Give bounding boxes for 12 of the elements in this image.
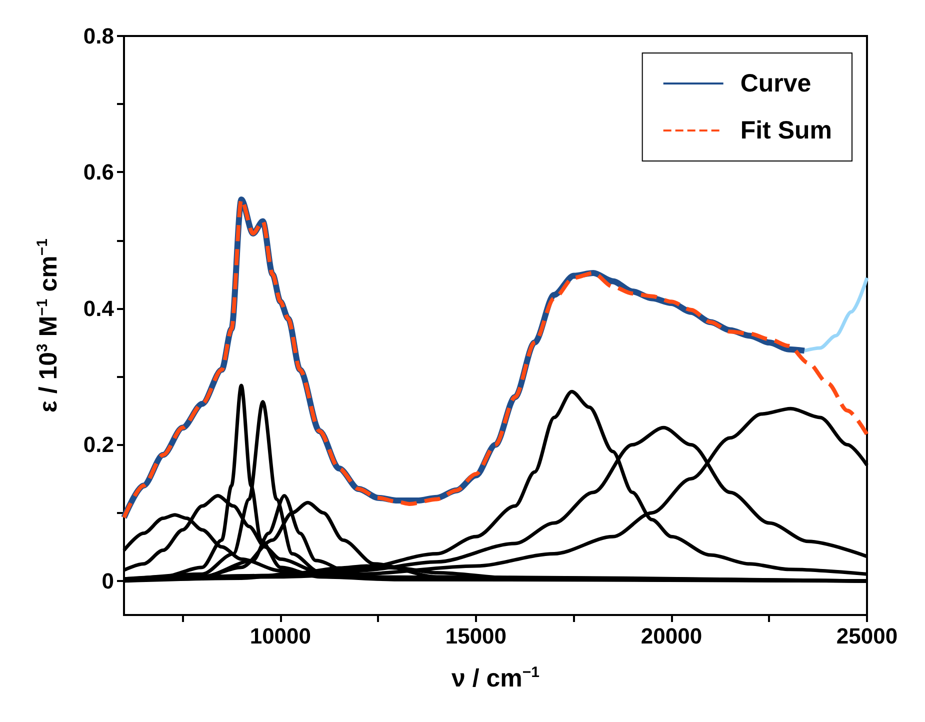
y-tick-label: 0.8: [83, 24, 114, 48]
legend-label: Curve: [740, 70, 812, 98]
y-tick-label: 0.4: [83, 296, 115, 321]
x-tick-label: 20000: [640, 624, 702, 648]
y-tick-label: 0.2: [83, 432, 114, 458]
y-axis-title: ε / 103 M−1 cm−1: [34, 238, 62, 412]
legend-label: Fit Sum: [740, 116, 832, 144]
x-tick-label: 15000: [445, 624, 507, 648]
y-tick-label: 0.6: [83, 160, 114, 185]
y-tick-label: 0: [102, 568, 114, 594]
x-tick-label: 10000: [250, 624, 312, 648]
x-tick-label: 25000: [836, 624, 898, 648]
